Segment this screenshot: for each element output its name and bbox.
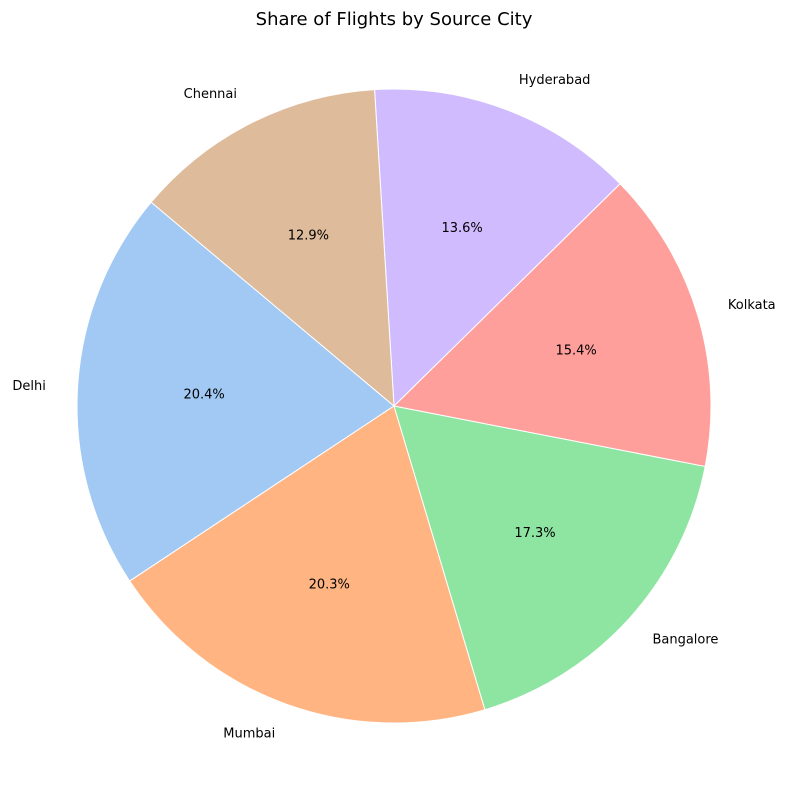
- chart-title: Share of Flights by Source City: [256, 9, 533, 30]
- pie-slice-hyderabad: [374, 88, 621, 408]
- pie-labels: 20.4% Delhi 20.3% Mumbai 17.3% Bangalore 15.4%…: [12, 73, 775, 741]
- pie-slice-kolkata: [392, 183, 712, 468]
- pie-slices: [76, 88, 712, 724]
- category-label-chennai: Chennai: [184, 87, 237, 102]
- category-label-hyderabad: Hyderabad: [519, 73, 591, 88]
- percent-label-bangalore: 17.3%: [514, 526, 555, 541]
- pie-slice-bangalore: [393, 405, 706, 711]
- pie-slice-mumbai: [129, 405, 486, 724]
- category-label-mumbai: Mumbai: [223, 726, 275, 741]
- category-label-kolkata: Kolkata: [728, 298, 776, 313]
- percent-label-delhi: 20.4%: [183, 388, 224, 403]
- category-label-delhi: Delhi: [12, 379, 45, 394]
- percent-label-hyderabad: 13.6%: [441, 221, 482, 236]
- percent-label-chennai: 12.9%: [288, 229, 329, 244]
- percent-label-kolkata: 15.4%: [555, 344, 596, 359]
- pie-slice-delhi: [76, 201, 395, 582]
- category-label-bangalore: Bangalore: [652, 633, 718, 648]
- pie-slice-chennai: [150, 89, 395, 408]
- percent-label-mumbai: 20.3%: [309, 577, 350, 592]
